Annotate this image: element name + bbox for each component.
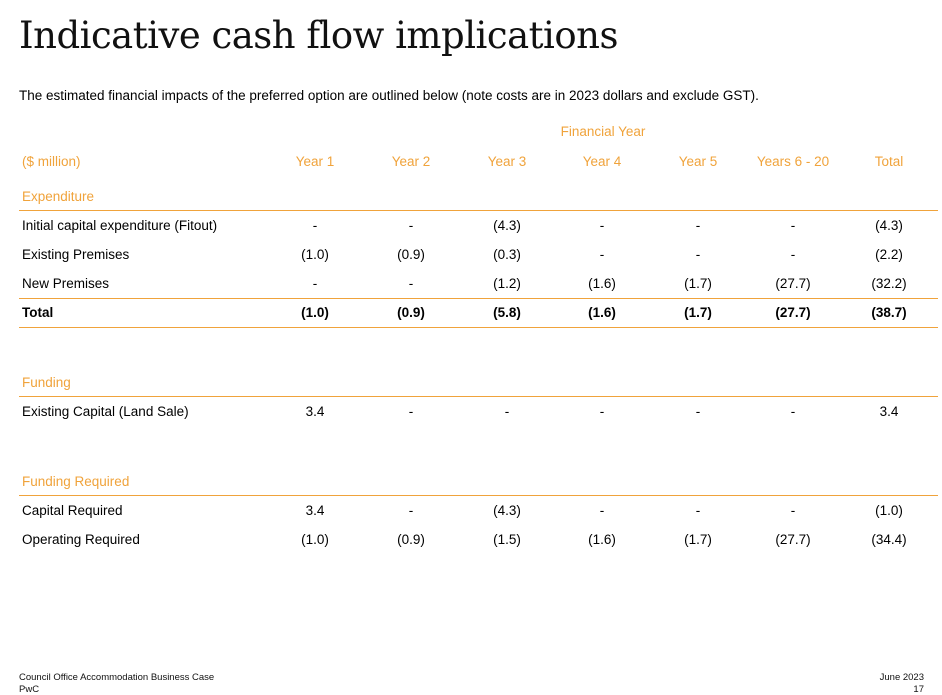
column-header-row: ($ million) Year 1 Year 2 Year 3 Year 4 …	[19, 147, 938, 176]
row-value: 3.4	[879, 404, 899, 419]
section-heading-funding-required: Funding Required	[19, 467, 938, 496]
footer-document-title: Council Office Accommodation Business Ca…	[19, 672, 215, 683]
row-value: -	[408, 404, 414, 419]
row-value: (5.8)	[493, 305, 521, 320]
row-value: (1.0)	[301, 305, 329, 320]
section-heading: Funding	[22, 375, 71, 390]
table-row: Existing Capital (Land Sale) 3.4 - - - -…	[19, 396, 938, 426]
row-label: Existing Premises	[22, 247, 130, 262]
column-header: Year 3	[487, 154, 527, 169]
row-value: (4.3)	[875, 218, 903, 233]
column-header: Year 1	[295, 154, 335, 169]
row-value: (1.0)	[301, 532, 329, 547]
section-heading: Expenditure	[22, 189, 95, 204]
row-value: -	[790, 247, 796, 262]
row-value: -	[695, 404, 701, 419]
row-value: (38.7)	[871, 305, 907, 320]
row-value: (27.7)	[775, 532, 811, 547]
row-value: (1.7)	[684, 305, 712, 320]
row-value: -	[599, 503, 605, 518]
page-number: 17	[913, 684, 924, 695]
row-value: -	[599, 218, 605, 233]
row-value: (1.6)	[588, 532, 616, 547]
row-value: (1.5)	[493, 532, 521, 547]
column-header: Years 6 - 20	[756, 154, 830, 169]
row-value: (27.7)	[775, 276, 811, 291]
footer-company: PwC	[19, 684, 40, 695]
row-label: Existing Capital (Land Sale)	[22, 404, 189, 419]
row-label: New Premises	[22, 276, 110, 291]
table-row: Operating Required (1.0) (0.9) (1.5) (1.…	[19, 525, 938, 554]
row-value: (0.3)	[493, 247, 521, 262]
row-value: -	[695, 503, 701, 518]
table-row: New Premises - - (1.2) (1.6) (1.7) (27.7…	[19, 269, 938, 299]
row-label: Operating Required	[22, 532, 140, 547]
column-header: Total	[874, 154, 904, 169]
row-value: (4.3)	[493, 218, 521, 233]
row-value: (0.9)	[397, 247, 425, 262]
row-value: (1.6)	[588, 305, 616, 320]
row-value: -	[790, 218, 796, 233]
intro-text: The estimated financial impacts of the p…	[19, 88, 759, 103]
row-value: -	[599, 404, 605, 419]
row-value: (1.7)	[684, 532, 712, 547]
row-label: Total	[22, 305, 54, 320]
row-value: (2.2)	[875, 247, 903, 262]
row-value: -	[504, 404, 510, 419]
table-row: Initial capital expenditure (Fitout) - -…	[19, 210, 938, 240]
section-heading-expenditure: Expenditure	[19, 182, 938, 211]
row-value: (4.3)	[493, 503, 521, 518]
unit-label: ($ million)	[22, 154, 81, 169]
row-value: -	[408, 276, 414, 291]
row-value: -	[790, 404, 796, 419]
row-label: Initial capital expenditure (Fitout)	[22, 218, 218, 233]
row-value: (1.0)	[875, 503, 903, 518]
section-heading-funding: Funding	[19, 368, 938, 397]
row-value: (32.2)	[871, 276, 907, 291]
row-value: -	[599, 247, 605, 262]
footer-date: June 2023	[879, 672, 924, 683]
row-value: (1.7)	[684, 276, 712, 291]
row-value: (27.7)	[775, 305, 811, 320]
row-value: 3.4	[305, 503, 325, 518]
row-value: -	[312, 218, 318, 233]
total-row: Total (1.0) (0.9) (5.8) (1.6) (1.7) (27.…	[19, 298, 938, 328]
table-row: Existing Premises (1.0) (0.9) (0.3) - - …	[19, 240, 938, 269]
table-row: Capital Required 3.4 - (4.3) - - - (1.0)	[19, 495, 938, 525]
financial-year-header: Financial Year	[560, 124, 646, 139]
row-label: Capital Required	[22, 503, 123, 518]
row-value: (1.6)	[588, 276, 616, 291]
page-title: Indicative cash flow implications	[19, 14, 618, 57]
row-value: (0.9)	[397, 305, 425, 320]
row-value: (1.0)	[301, 247, 329, 262]
row-value: -	[695, 247, 701, 262]
column-header: Year 4	[582, 154, 622, 169]
row-value: (1.2)	[493, 276, 521, 291]
row-value: -	[695, 218, 701, 233]
row-value: (0.9)	[397, 532, 425, 547]
row-value: -	[790, 503, 796, 518]
row-value: (34.4)	[871, 532, 907, 547]
row-value: 3.4	[305, 404, 325, 419]
column-header: Year 2	[391, 154, 431, 169]
row-value: -	[408, 503, 414, 518]
row-value: -	[312, 276, 318, 291]
column-header: Year 5	[678, 154, 718, 169]
row-value: -	[408, 218, 414, 233]
section-heading: Funding Required	[22, 474, 130, 489]
